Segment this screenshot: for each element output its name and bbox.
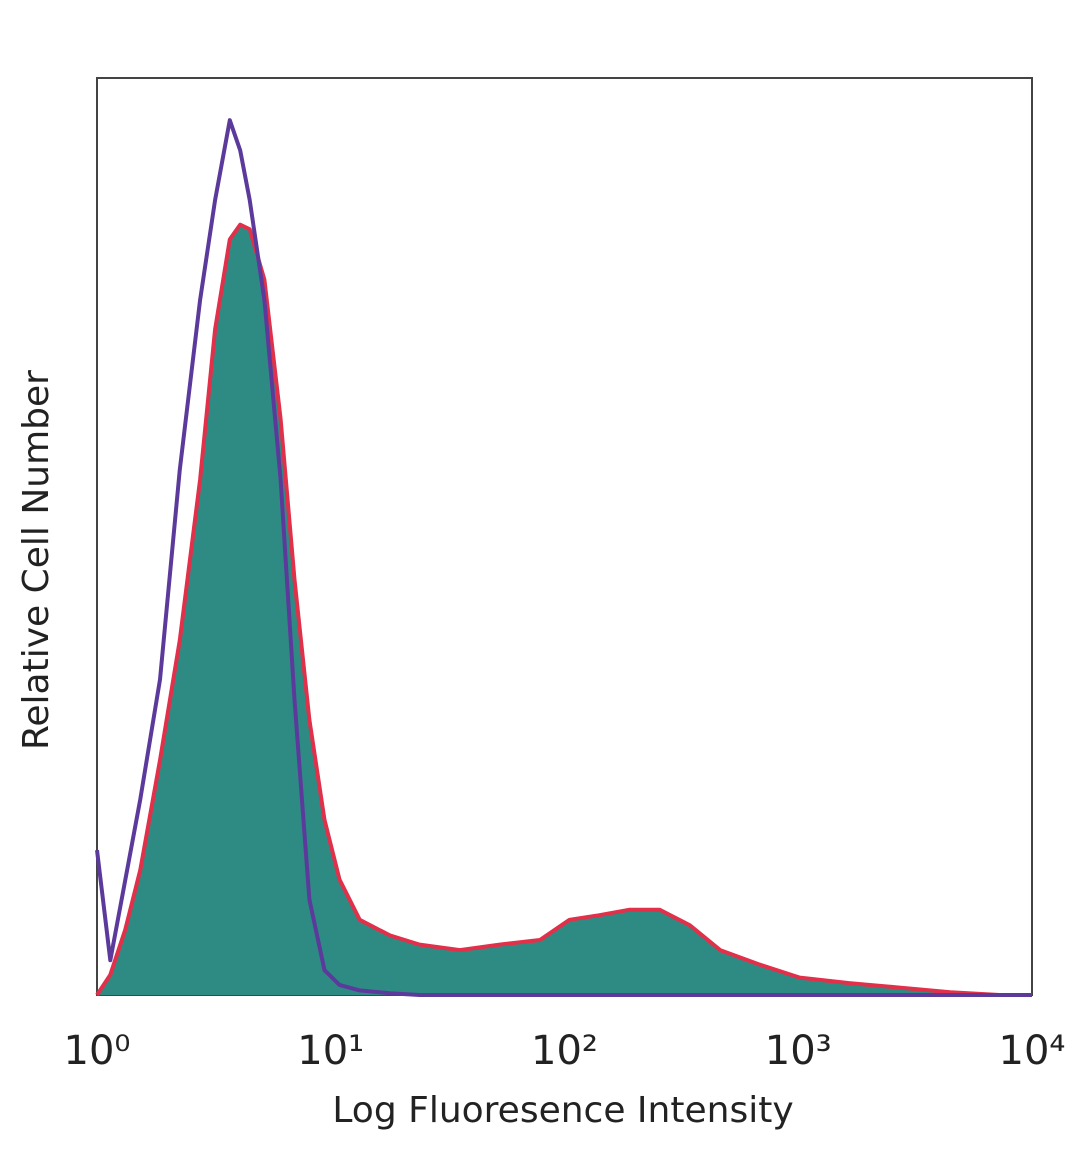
y-axis-title: Relative Cell Number <box>16 370 57 750</box>
histogram-outline <box>95 118 1032 997</box>
x-axis-title: Log Fluoresence Intensity <box>332 1090 793 1131</box>
x-tick-label: 10² <box>531 1028 598 1074</box>
x-tick-label: 10¹ <box>297 1028 364 1074</box>
x-tick-label: 10⁴ <box>999 1028 1066 1074</box>
histogram-outline <box>95 222 1032 997</box>
x-tick-label: 10⁰ <box>64 1028 131 1074</box>
histogram-area <box>97 224 1032 995</box>
x-tick-label: 10³ <box>765 1028 832 1074</box>
